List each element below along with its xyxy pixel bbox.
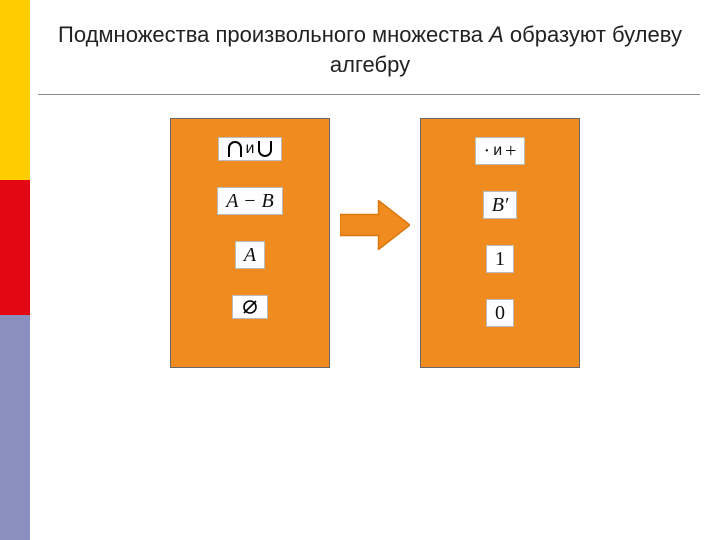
panel-left: и A − B A — [170, 118, 330, 368]
chip-text: 1 — [486, 245, 514, 273]
title-ital: A — [489, 22, 504, 47]
title-pre: Подмножества произвольного множества — [58, 22, 489, 47]
and-word: и — [246, 140, 255, 158]
chip-bprime: B′ — [483, 191, 518, 219]
chip-text: A — [235, 241, 265, 269]
panel-right: · и + B′ 1 0 — [420, 118, 580, 368]
intersection-icon — [227, 140, 243, 158]
chip-text: 0 — [486, 299, 514, 327]
chip-emptyset — [232, 295, 268, 319]
chip-text-span: A − B — [226, 190, 274, 212]
title-underline — [38, 94, 700, 95]
and-word: и — [493, 142, 502, 160]
plus-sym: + — [505, 140, 516, 162]
emptyset-icon — [241, 298, 259, 316]
chip-text: A − B — [217, 187, 283, 215]
dot-sym: · — [484, 140, 491, 162]
slide-title: Подмножества произвольного множества A о… — [50, 20, 690, 79]
side-stripe-3 — [0, 315, 30, 540]
chip-dot-plus: · и + — [475, 137, 526, 165]
chip-text-span: B′ — [492, 194, 509, 216]
arrow-right-icon — [340, 200, 410, 250]
chip-text-span: 0 — [495, 302, 505, 324]
union-icon — [257, 140, 273, 158]
chip-text-span: 1 — [495, 248, 505, 270]
chip-text-span: A — [244, 244, 256, 266]
side-stripe-1 — [0, 0, 30, 180]
side-stripe-2 — [0, 180, 30, 315]
chip-intersect-union: и — [218, 137, 283, 161]
